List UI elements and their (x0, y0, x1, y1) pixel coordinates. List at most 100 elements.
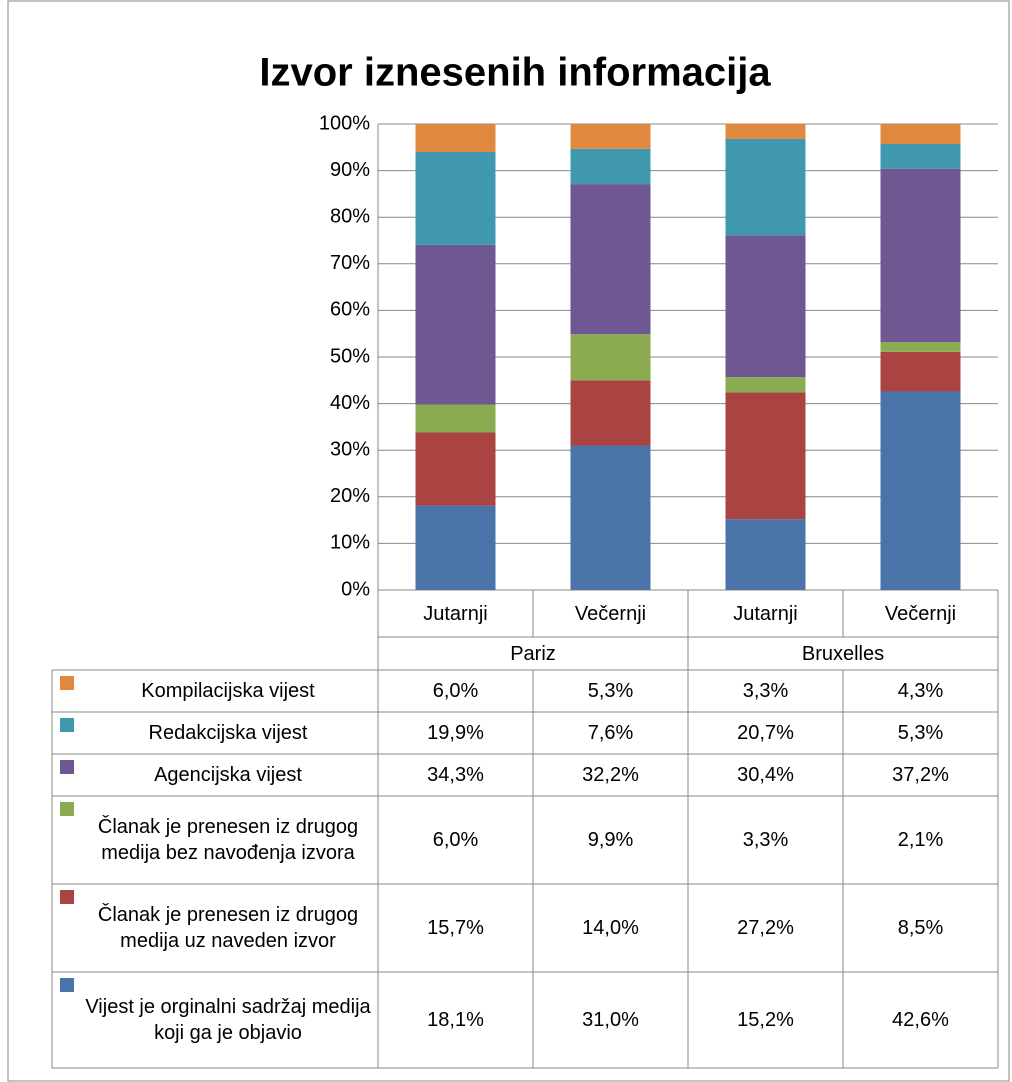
cell-text: Bruxelles (801, 642, 885, 665)
cell-text: 32,2% (582, 764, 639, 786)
cell-text: 30,4% (737, 764, 794, 786)
bar-segment (725, 392, 806, 520)
cell-text: Večernji (884, 602, 957, 625)
value-cell: 37,2% (843, 754, 998, 796)
cell-text: 34,3% (427, 764, 484, 786)
y-tick-label: 0% (341, 578, 370, 600)
value-cell: 3,3% (688, 670, 843, 712)
cell-text: 4,3% (897, 680, 944, 702)
group-label: Pariz (378, 637, 688, 670)
bar-segment (570, 445, 651, 590)
bar-segment (880, 144, 961, 169)
cell-text: 19,9% (427, 722, 484, 744)
legend-label: Članak je prenesen iz drugog medija uz n… (97, 904, 359, 952)
bar-segment (880, 391, 961, 590)
value-cell: 4,3% (843, 670, 998, 712)
cell-text: 27,2% (737, 917, 794, 939)
cell-text: 6,0% (432, 829, 479, 851)
y-tick-label: 20% (330, 485, 370, 507)
bar-segment (415, 404, 496, 433)
cell-text: 5,3% (897, 722, 944, 744)
value-cell: 14,0% (533, 884, 688, 972)
legend-swatch (60, 718, 74, 732)
value-cell: 3,3% (688, 796, 843, 884)
value-cell: 2,1% (843, 796, 998, 884)
frame (7, 0, 1010, 1082)
cell-text: 42,6% (892, 1009, 949, 1031)
bar-segment (415, 432, 496, 506)
value-cell: 9,9% (533, 796, 688, 884)
bar-segment (725, 377, 806, 393)
value-cell: 5,3% (843, 712, 998, 754)
y-tick-label: 50% (330, 345, 370, 367)
legend-cell: Agencijska vijest (52, 754, 378, 796)
category-label: Jutarnji (688, 590, 843, 637)
legend-swatch (60, 760, 74, 774)
value-cell: 27,2% (688, 884, 843, 972)
y-tick-label: 90% (330, 159, 370, 181)
cell-text: 7,6% (587, 722, 634, 744)
legend-swatch (60, 676, 74, 690)
cell-text: 14,0% (582, 917, 639, 939)
group-label: Bruxelles (688, 637, 998, 670)
category-label: Večernji (843, 590, 998, 637)
value-cell: 7,6% (533, 712, 688, 754)
bar-segment (570, 184, 651, 335)
bar-segment (415, 124, 496, 152)
legend-swatch (60, 890, 74, 904)
legend-cell: Kompilacijska vijest (52, 670, 378, 712)
legend-label: Kompilacijska vijest (141, 680, 315, 702)
value-cell: 18,1% (378, 972, 533, 1068)
bar-segment (415, 244, 496, 405)
bar-segment (725, 123, 806, 139)
bar-segment (880, 168, 961, 343)
legend-label: Vijest je orginalni sadržaj medija koji … (85, 996, 371, 1044)
bar-segment (570, 334, 651, 381)
value-cell: 5,3% (533, 670, 688, 712)
value-cell: 20,7% (688, 712, 843, 754)
cell-text: Pariz (510, 642, 556, 665)
cell-text: 8,5% (897, 917, 944, 939)
value-cell: 15,7% (378, 884, 533, 972)
value-cell: 32,2% (533, 754, 688, 796)
cell-text: 20,7% (737, 722, 794, 744)
value-cell: 31,0% (533, 972, 688, 1068)
value-cell: 8,5% (843, 884, 998, 972)
value-cell: 15,2% (688, 972, 843, 1068)
legend-swatch (60, 802, 74, 816)
legend-cell: Vijest je orginalni sadržaj medija koji … (52, 972, 378, 1068)
legend-label: Agencijska vijest (154, 764, 302, 786)
legend-swatch (60, 978, 74, 992)
legend-cell: Redakcijska vijest (52, 712, 378, 754)
bar-segment (725, 138, 806, 236)
cell-text: 15,7% (427, 917, 484, 939)
cell-text: Jutarnji (733, 602, 798, 625)
bar-segment (570, 148, 651, 185)
category-label: Večernji (533, 590, 688, 637)
bar-segment (880, 342, 961, 352)
cell-text: Večernji (574, 602, 647, 625)
bar-segment (880, 124, 961, 145)
bar-segment (725, 519, 806, 590)
cell-text: 6,0% (432, 680, 479, 702)
y-tick-label: 40% (330, 392, 370, 414)
bar-segment (880, 351, 961, 392)
legend-label: Članak je prenesen iz drugog medija bez … (97, 816, 359, 864)
legend-label: Redakcijska vijest (148, 722, 308, 744)
cell-text: 9,9% (587, 829, 634, 851)
cell-text: 2,1% (897, 829, 944, 851)
value-cell: 6,0% (378, 796, 533, 884)
cell-text: 5,3% (587, 680, 634, 702)
value-cell: 19,9% (378, 712, 533, 754)
y-tick-label: 60% (330, 299, 370, 321)
y-tick-label: 80% (330, 205, 370, 227)
bar-segment (725, 235, 806, 378)
cell-text: 31,0% (582, 1009, 639, 1031)
cell-text: 37,2% (892, 764, 949, 786)
value-cell: 30,4% (688, 754, 843, 796)
bar-segment (570, 380, 651, 446)
value-cell: 6,0% (378, 670, 533, 712)
y-tick-label: 100% (319, 112, 370, 134)
